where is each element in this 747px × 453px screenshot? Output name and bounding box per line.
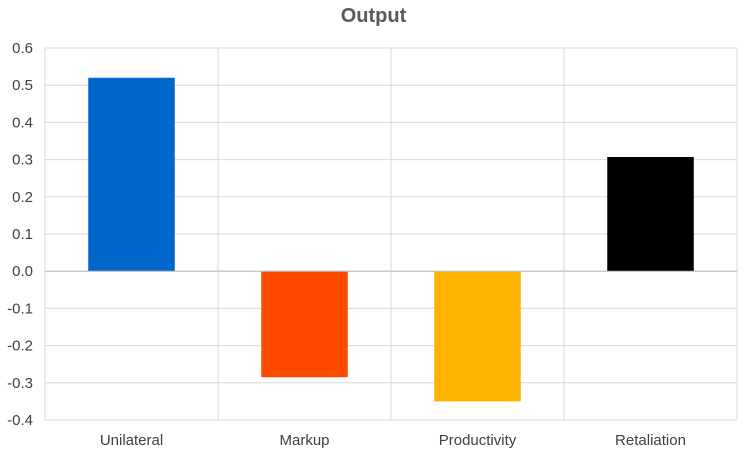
y-tick-label: 0.2 xyxy=(12,189,33,206)
bar-markup xyxy=(261,271,348,378)
y-tick-label: 0.0 xyxy=(12,263,33,280)
x-category-label: Markup xyxy=(279,432,329,449)
bar-unilateral xyxy=(88,77,175,272)
y-tick-label: -0.3 xyxy=(7,375,33,392)
chart-title: Output xyxy=(340,5,407,27)
x-category-label: Retaliation xyxy=(615,432,686,449)
y-tick-label: 0.1 xyxy=(12,226,33,243)
x-category-label: Unilateral xyxy=(100,432,163,449)
bar-retaliation xyxy=(607,156,694,272)
y-tick-label: 0.5 xyxy=(12,77,33,94)
x-category-label: Productivity xyxy=(439,432,517,449)
y-tick-label: 0.3 xyxy=(12,152,33,169)
y-tick-label: -0.1 xyxy=(7,300,33,317)
y-tick-label: -0.4 xyxy=(7,412,33,429)
bar-productivity xyxy=(434,271,521,402)
y-tick-label: 0.6 xyxy=(12,40,33,57)
y-tick-label: -0.2 xyxy=(7,338,33,355)
y-tick-label: 0.4 xyxy=(12,114,33,131)
